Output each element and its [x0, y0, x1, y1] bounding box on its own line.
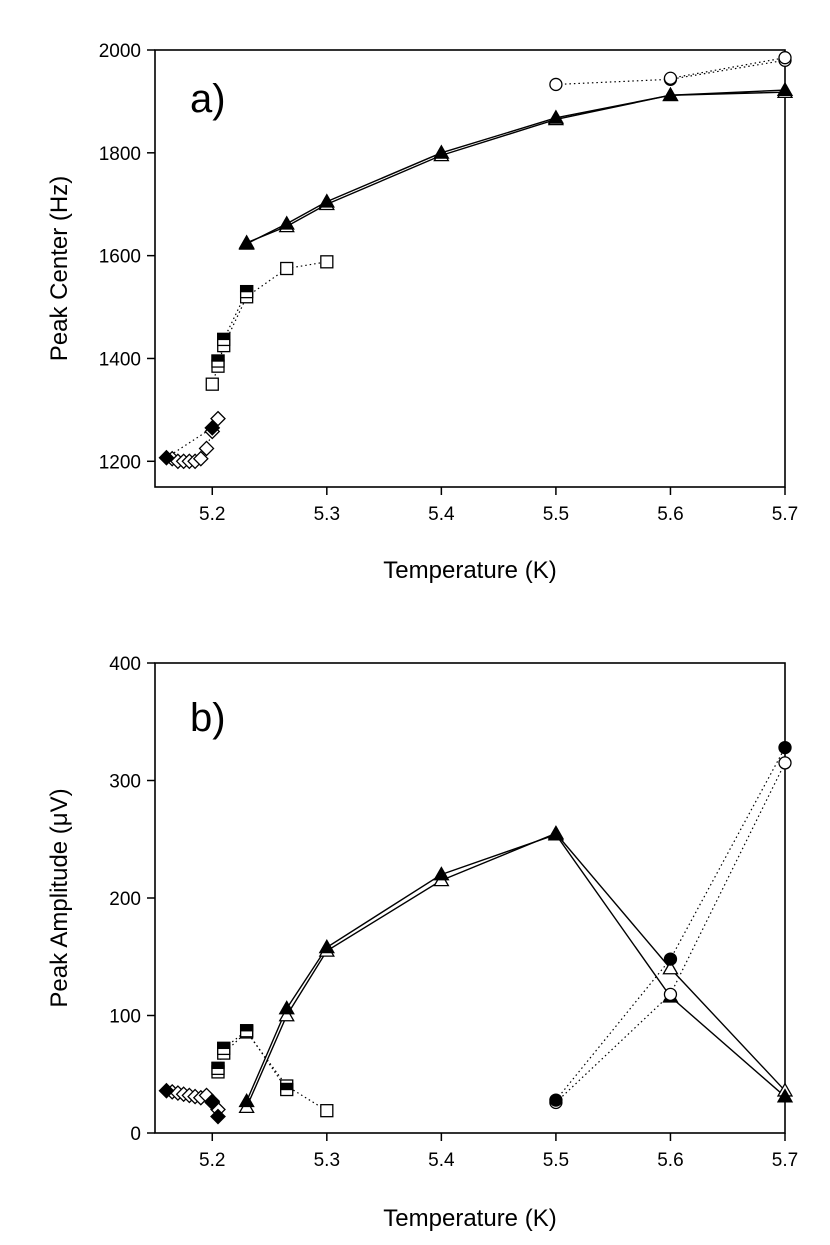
- data-point-square: [280, 261, 294, 276]
- panel-a: 5.2 5.3 5.4 5.5 5.6 5.7 1200 1400 1600 1800 2000 Te…: [46, 41, 798, 584]
- x-tick-label: 5.5: [543, 504, 569, 525]
- data-point-triangle: [278, 1000, 295, 1015]
- series-triangle-filled: [238, 81, 794, 250]
- data-point-square: [320, 1104, 334, 1118]
- data-point-diamond: [204, 419, 221, 436]
- series-triangle-open: [238, 825, 794, 1114]
- data-point-square: [211, 354, 225, 368]
- data-point-triangle: [238, 1092, 255, 1108]
- data-point-triangle: [776, 81, 794, 97]
- series-circle-filled: [549, 740, 792, 1107]
- series-diamond-open: [164, 410, 226, 470]
- data-point-triangle: [433, 866, 450, 881]
- y-tick-label: 200: [109, 889, 141, 910]
- data-point-triangle: [662, 960, 679, 975]
- series-line-circle-filled: [670, 57, 786, 79]
- x-axis-title: Temperature (K): [383, 1205, 556, 1232]
- x-tick-label: 5.5: [543, 1150, 569, 1171]
- y-tick-label: 0: [130, 1124, 141, 1145]
- data-point-square: [280, 1082, 294, 1097]
- data-point-triangle: [662, 86, 679, 102]
- x-tick-label: 5.6: [657, 504, 683, 525]
- data-point-diamond: [210, 1108, 226, 1125]
- x-tick-label: 5.2: [199, 504, 225, 525]
- data-point-square: [217, 1041, 231, 1056]
- data-point-square: [239, 1024, 254, 1038]
- x-tick-label: 5.2: [199, 1150, 225, 1171]
- x-tick-label: 5.6: [657, 1150, 683, 1171]
- data-point-triangle: [278, 215, 295, 230]
- y-tick-label: 400: [109, 654, 141, 675]
- x-tick-label: 5.4: [428, 1150, 455, 1171]
- data-point-diamond: [198, 440, 215, 457]
- data-point-square: [211, 1061, 225, 1076]
- series-line-square-open: [211, 261, 327, 385]
- data-point-circle: [778, 740, 792, 755]
- series-line-circle-open: [555, 762, 786, 1103]
- series-circle-filled: [663, 51, 792, 85]
- y-axis-title: Peak Center (Hz): [46, 176, 73, 361]
- series-diamond-filled: [158, 419, 221, 466]
- series-circle-open: [549, 756, 792, 1110]
- data-point-circle: [663, 71, 678, 85]
- series-square-open: [211, 1025, 334, 1118]
- data-point-diamond: [158, 449, 175, 466]
- data-point-triangle: [547, 109, 565, 124]
- y-tick-label: 1800: [99, 144, 141, 165]
- x-tick-label: 5.4: [428, 504, 455, 525]
- data-point-circle: [549, 77, 563, 92]
- y-axis-title: Peak Amplitude (μV): [46, 788, 73, 1007]
- panel-b: 5.2 5.3 5.4 5.5 5.6 5.7 0 100 200 300 400 Temperatu…: [46, 654, 798, 1232]
- plot-frame: [154, 49, 786, 488]
- series-diamond-filled: [158, 1082, 226, 1125]
- data-point-circle: [549, 1093, 563, 1107]
- data-point-square: [239, 284, 254, 299]
- data-point-triangle: [547, 826, 565, 841]
- data-point-square: [217, 332, 231, 347]
- data-point-triangle: [278, 1007, 295, 1022]
- series-square-filled: [211, 284, 254, 368]
- y-tick-label: 2000: [99, 41, 141, 62]
- panel-label: b): [190, 696, 226, 740]
- y-tick-label: 1600: [99, 247, 141, 268]
- series-line-square-open: [217, 1031, 328, 1112]
- x-axis-title: Temperature (K): [383, 557, 556, 584]
- data-point-circle: [778, 756, 792, 770]
- data-point-circle: [663, 987, 678, 1001]
- data-point-diamond: [192, 450, 209, 467]
- series-line-circle-filled: [555, 747, 786, 1101]
- series-triangle-open: [238, 83, 794, 249]
- series-line-triangle-filled: [246, 89, 786, 245]
- data-point-circle: [663, 952, 678, 966]
- data-point-triangle: [433, 144, 450, 159]
- y-tick-label: 100: [109, 1007, 141, 1028]
- plot-frame: [154, 662, 786, 1134]
- data-point-diamond: [158, 1082, 175, 1099]
- series-line-triangle-open: [246, 91, 786, 244]
- data-point-square: [320, 255, 334, 269]
- series-line-triangle-open: [245, 832, 786, 1108]
- y-tick-label: 300: [109, 772, 141, 793]
- series-line-triangle-filled: [245, 833, 786, 1102]
- data-point-triangle: [318, 193, 335, 208]
- x-tick-label: 5.7: [772, 1150, 798, 1171]
- data-point-triangle: [776, 1088, 794, 1103]
- data-point-triangle: [238, 235, 255, 250]
- data-point-triangle: [318, 939, 335, 954]
- x-tick-label: 5.3: [314, 504, 340, 525]
- series-triangle-filled: [238, 826, 794, 1108]
- panel-label: a): [190, 77, 226, 121]
- series-square-filled: [211, 1024, 294, 1097]
- x-tick-label: 5.7: [772, 504, 798, 525]
- data-point-diamond: [210, 410, 226, 427]
- series-square-open: [205, 255, 334, 391]
- x-tick-label: 5.3: [314, 1150, 340, 1171]
- y-tick-label: 1200: [99, 452, 141, 473]
- data-point-diamond: [204, 1094, 221, 1111]
- data-point-circle: [778, 51, 792, 65]
- data-point-square: [205, 377, 219, 391]
- y-tick-label: 1400: [99, 349, 141, 370]
